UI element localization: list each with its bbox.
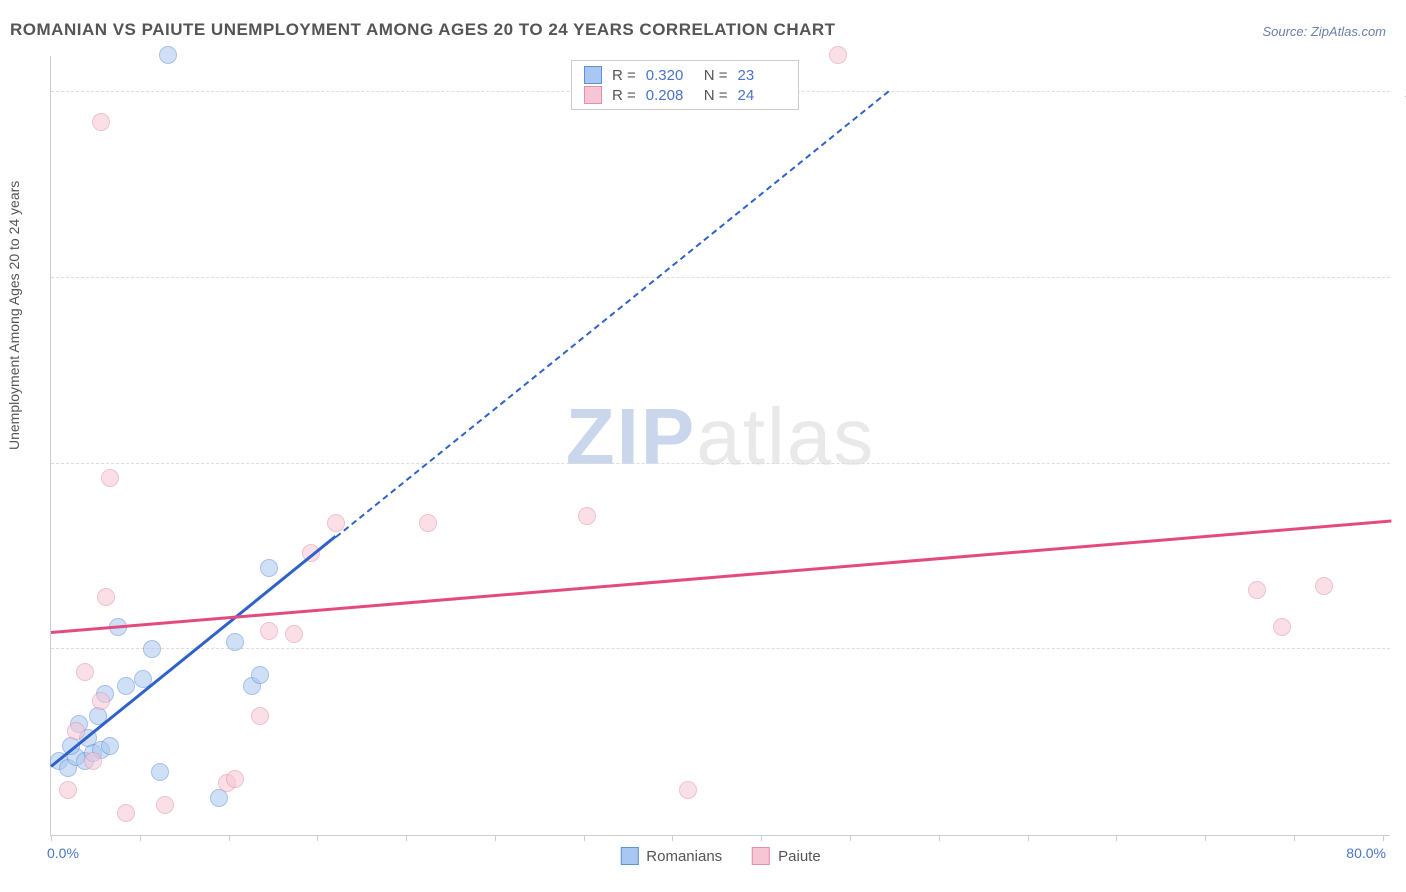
- data-point: [151, 763, 169, 781]
- x-max-label: 80.0%: [1346, 845, 1386, 861]
- watermark-bold: ZIP: [566, 391, 696, 480]
- data-point: [226, 770, 244, 788]
- x-tick: [939, 835, 940, 841]
- n-value: 23: [738, 67, 786, 84]
- data-point: [251, 666, 269, 684]
- n-label: N =: [704, 87, 728, 104]
- n-label: N =: [704, 67, 728, 84]
- plot-area: ZIPatlas 25.0%50.0%75.0%100.0% R =0.320N…: [50, 56, 1390, 836]
- data-point: [92, 692, 110, 710]
- data-point: [101, 469, 119, 487]
- data-point: [1273, 618, 1291, 636]
- data-point: [76, 663, 94, 681]
- x-tick: [140, 835, 141, 841]
- r-label: R =: [612, 87, 636, 104]
- data-point: [159, 46, 177, 64]
- x-tick: [1028, 835, 1029, 841]
- x-tick: [584, 835, 585, 841]
- x-tick: [1116, 835, 1117, 841]
- data-point: [578, 507, 596, 525]
- series-legend: Romanians Paiute: [620, 847, 820, 865]
- r-value: 0.208: [646, 87, 694, 104]
- watermark-light: atlas: [696, 391, 875, 480]
- y-axis-label: Unemployment Among Ages 20 to 24 years: [6, 181, 22, 450]
- gridline: [51, 648, 1390, 649]
- x-tick: [1294, 835, 1295, 841]
- x-tick: [850, 835, 851, 841]
- gridline: [51, 277, 1390, 278]
- data-point: [251, 707, 269, 725]
- x-tick: [495, 835, 496, 841]
- chart-title: ROMANIAN VS PAIUTE UNEMPLOYMENT AMONG AG…: [10, 20, 836, 40]
- data-point: [84, 752, 102, 770]
- data-point: [1315, 577, 1333, 595]
- legend-swatch: [752, 847, 770, 865]
- data-point: [679, 781, 697, 799]
- trend-line-extension: [335, 90, 889, 537]
- data-point: [117, 804, 135, 822]
- r-label: R =: [612, 67, 636, 84]
- legend-swatch: [584, 86, 602, 104]
- legend-label: Paiute: [778, 848, 821, 865]
- x-tick: [406, 835, 407, 841]
- data-point: [419, 514, 437, 532]
- x-tick: [672, 835, 673, 841]
- data-point: [101, 737, 119, 755]
- legend-item: Romanians: [620, 847, 722, 865]
- data-point: [117, 677, 135, 695]
- x-tick: [1383, 835, 1384, 841]
- data-point: [59, 781, 77, 799]
- data-point: [67, 722, 85, 740]
- data-point: [260, 622, 278, 640]
- data-point: [143, 640, 161, 658]
- legend-swatch: [584, 66, 602, 84]
- r-value: 0.320: [646, 67, 694, 84]
- legend-swatch: [620, 847, 638, 865]
- watermark: ZIPatlas: [566, 390, 875, 482]
- data-point: [156, 796, 174, 814]
- data-point: [260, 559, 278, 577]
- gridline: [51, 463, 1390, 464]
- data-point: [226, 633, 244, 651]
- x-min-label: 0.0%: [47, 845, 79, 861]
- x-tick: [1205, 835, 1206, 841]
- stats-legend: R = 0.320 N = 23 R = 0.208 N = 24: [571, 60, 799, 110]
- x-tick: [51, 835, 52, 841]
- trend-line: [50, 535, 337, 768]
- data-point: [97, 588, 115, 606]
- x-tick: [229, 835, 230, 841]
- legend-item: Paiute: [752, 847, 821, 865]
- data-point: [829, 46, 847, 64]
- trend-line: [51, 520, 1391, 634]
- n-value: 24: [738, 87, 786, 104]
- legend-label: Romanians: [646, 848, 722, 865]
- data-point: [1248, 581, 1266, 599]
- stats-row: R = 0.208 N = 24: [584, 85, 786, 105]
- source-label: Source: ZipAtlas.com: [1262, 24, 1386, 39]
- stats-row: R = 0.320 N = 23: [584, 65, 786, 85]
- x-tick: [317, 835, 318, 841]
- data-point: [285, 625, 303, 643]
- x-tick: [761, 835, 762, 841]
- data-point: [92, 113, 110, 131]
